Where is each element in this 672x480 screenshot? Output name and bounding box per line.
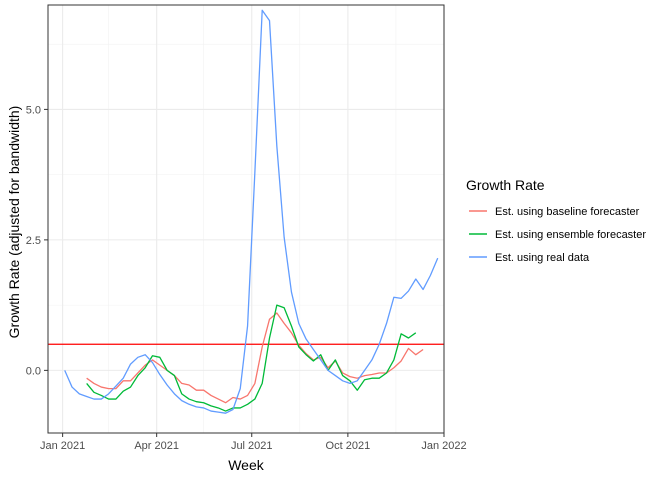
x-tick-label: Jan 2022 xyxy=(421,440,466,452)
legend-title: Growth Rate xyxy=(466,177,545,193)
x-tick-label: Oct 2021 xyxy=(326,440,371,452)
y-tick-label: 2.5 xyxy=(26,235,41,247)
legend-label-3: Est. using real data xyxy=(495,252,590,264)
x-tick-label: Apr 2021 xyxy=(134,440,179,452)
x-axis-title: Week xyxy=(228,457,265,473)
series-line-1 xyxy=(86,312,424,404)
plot-panel xyxy=(48,5,444,433)
legend: Growth Rate Est. using baseline forecast… xyxy=(466,177,646,264)
plot-border xyxy=(47,4,445,434)
x-axis: Jan 2021 Apr 2021 Jul 2021 Oct 2021 Jan 2022 xyxy=(40,433,467,452)
legend-label-2: Est. using ensemble forecaster xyxy=(495,229,646,241)
minor-gridlines xyxy=(48,5,444,433)
x-tick-label: Jan 2021 xyxy=(40,440,85,452)
major-gridlines xyxy=(48,5,445,433)
x-tick-label: Jul 2021 xyxy=(231,440,273,452)
y-tick-label: 0.0 xyxy=(26,365,41,377)
series-line-2 xyxy=(86,304,417,412)
series-line-3 xyxy=(64,9,439,414)
series-lines xyxy=(64,9,439,414)
legend-label-1: Est. using baseline forecaster xyxy=(495,206,640,218)
y-axis: 0.0 2.5 5.0 xyxy=(26,104,48,377)
legend-items: Est. using baseline forecaster Est. using… xyxy=(469,206,646,264)
y-axis-title: Growth Rate (adjusted for bandwidth) xyxy=(6,106,22,339)
y-tick-label: 5.0 xyxy=(26,104,41,116)
